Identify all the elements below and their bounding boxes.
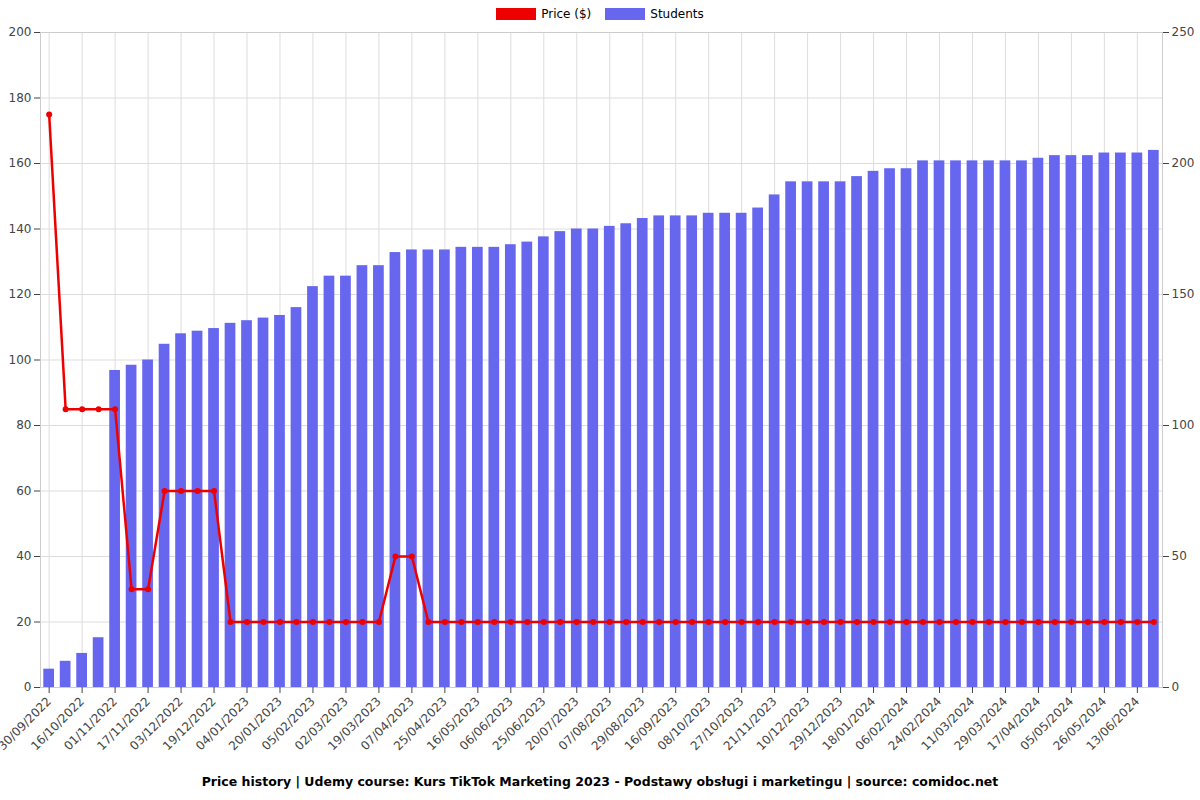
svg-text:17/11/2022: 17/11/2022 (94, 694, 153, 754)
svg-text:05/05/2024: 05/05/2024 (1017, 694, 1077, 754)
svg-text:200: 200 (9, 25, 32, 39)
svg-text:27/10/2023: 27/10/2023 (687, 694, 747, 754)
svg-text:40: 40 (16, 549, 31, 563)
svg-text:100: 100 (1172, 418, 1195, 432)
svg-text:16/10/2022: 16/10/2022 (28, 694, 87, 754)
svg-text:200: 200 (1172, 156, 1195, 170)
svg-text:26/05/2024: 26/05/2024 (1050, 694, 1110, 754)
svg-text:180: 180 (9, 91, 32, 105)
svg-text:50: 50 (1172, 549, 1187, 563)
svg-text:13/06/2024: 13/06/2024 (1083, 694, 1142, 753)
svg-text:120: 120 (9, 287, 32, 301)
svg-text:20/01/2023: 20/01/2023 (226, 694, 285, 754)
svg-text:29/08/2023: 29/08/2023 (588, 694, 648, 754)
svg-text:04/01/2023: 04/01/2023 (193, 694, 252, 754)
svg-text:0: 0 (24, 680, 32, 694)
svg-text:18/01/2024: 18/01/2024 (819, 694, 879, 754)
svg-text:29/03/2024: 29/03/2024 (951, 694, 1011, 754)
svg-text:80: 80 (16, 418, 31, 432)
svg-text:17/04/2024: 17/04/2024 (984, 694, 1044, 754)
svg-text:07/04/2023: 07/04/2023 (357, 694, 417, 754)
svg-text:06/06/2023: 06/06/2023 (456, 694, 516, 754)
svg-text:16/09/2023: 16/09/2023 (621, 694, 681, 754)
html-text:Price ($): Price ($) (541, 7, 592, 21)
svg-text:60: 60 (16, 484, 31, 498)
html-text:Price history | Udemy course:: Price history | Udemy course: Kurs TikTo… (201, 774, 999, 789)
svg-text:08/10/2023: 08/10/2023 (654, 694, 714, 754)
svg-text:21/11/2023: 21/11/2023 (720, 694, 780, 754)
svg-text:07/08/2023: 07/08/2023 (555, 694, 615, 754)
svg-text:19/12/2022: 19/12/2022 (160, 694, 219, 754)
svg-text:25/06/2023: 25/06/2023 (489, 694, 549, 754)
svg-text:03/12/2022: 03/12/2022 (127, 694, 186, 754)
svg-text:20: 20 (16, 615, 31, 629)
svg-text:05/02/2023: 05/02/2023 (259, 694, 318, 754)
svg-text:20/07/2023: 20/07/2023 (522, 694, 582, 754)
svg-text:25/04/2023: 25/04/2023 (390, 694, 450, 754)
svg-text:10/12/2023: 10/12/2023 (753, 694, 813, 754)
svg-text:29/12/2023: 29/12/2023 (786, 694, 846, 754)
svg-text:140: 140 (9, 222, 32, 236)
svg-text:11/03/2024: 11/03/2024 (918, 694, 978, 754)
svg-text:150: 150 (1172, 287, 1195, 301)
svg-text:100: 100 (9, 353, 32, 367)
svg-text:06/02/2024: 06/02/2024 (852, 694, 912, 754)
svg-text:24/02/2024: 24/02/2024 (885, 694, 945, 754)
svg-text:160: 160 (9, 156, 32, 170)
svg-text:01/11/2022: 01/11/2022 (61, 694, 120, 754)
html-text:Students: Students (650, 7, 704, 21)
svg-text:19/03/2023: 19/03/2023 (324, 694, 384, 754)
svg-text:0: 0 (1172, 680, 1180, 694)
svg-text:02/03/2023: 02/03/2023 (292, 694, 351, 754)
svg-text:16/05/2023: 16/05/2023 (423, 694, 483, 754)
svg-text:250: 250 (1172, 25, 1195, 39)
